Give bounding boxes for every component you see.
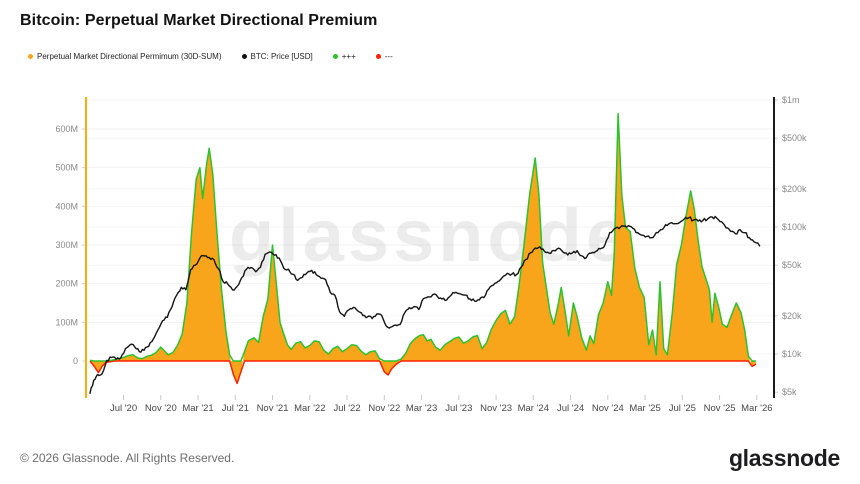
svg-text:$20k: $20k [782,311,802,321]
axes [85,97,775,398]
svg-text:Mar '23: Mar '23 [406,403,437,414]
legend-dot-negative [375,54,381,59]
chart-svg[interactable]: glassnode 0 100M 200M 300M 400M 500M 600M $5k $10… [0,80,860,430]
y-left-axis: 0 100M 200M 300M 400M 500M 600M [55,124,85,366]
svg-text:Nov '21: Nov '21 [257,403,289,414]
svg-text:$10k: $10k [782,349,802,359]
svg-text:500M: 500M [55,163,78,173]
svg-text:400M: 400M [55,201,78,211]
svg-text:Jul '23: Jul '23 [445,403,472,414]
svg-text:600M: 600M [55,124,78,134]
premium-area-series [89,112,757,385]
legend-label-positive: +++ [341,52,356,61]
chart-area[interactable]: glassnode 0 100M 200M 300M 400M 500M 600M $5k $10… [0,80,860,430]
legend-label-premium: Perpetual Market Directional Permimum (3… [37,52,222,61]
svg-text:$500k: $500k [782,133,807,143]
footer: © 2026 Glassnode. All Rights Reserved. g… [0,438,860,478]
svg-text:$200k: $200k [782,184,807,194]
svg-text:$50k: $50k [782,260,802,270]
svg-text:Jul '24: Jul '24 [557,403,584,414]
legend-item-positive[interactable]: +++ [332,52,356,61]
svg-text:$5k: $5k [782,387,797,397]
copyright-text: © 2026 Glassnode. All Rights Reserved. [20,451,235,465]
btc-price-line [89,215,761,394]
legend-item-premium[interactable]: Perpetual Market Directional Permimum (3… [28,52,222,61]
svg-text:Jul '21: Jul '21 [222,403,249,414]
premium-negative-line [89,360,757,385]
legend-item-btc-price[interactable]: BTC: Price [USD] [241,52,313,61]
btc-price-series [89,215,761,394]
svg-text:Nov '22: Nov '22 [368,403,400,414]
legend-dot-premium [28,54,33,59]
svg-text:Nov '23: Nov '23 [480,403,512,414]
watermark: glassnode [229,194,631,277]
svg-text:Mar '24: Mar '24 [518,403,549,414]
page-title: Bitcoin: Perpetual Market Directional Pr… [20,12,378,29]
chart-header: Bitcoin: Perpetual Market Directional Pr… [20,12,377,30]
svg-text:Mar '22: Mar '22 [294,403,325,414]
legend-label-btc-price: BTC: Price [USD] [250,52,313,61]
svg-text:100M: 100M [55,317,78,327]
svg-text:$1m: $1m [782,95,800,105]
legend-dot-positive [332,54,338,59]
svg-text:Nov '25: Nov '25 [704,403,736,414]
svg-text:glassnode: glassnode [229,194,631,277]
svg-text:300M: 300M [55,240,78,250]
svg-text:Mar '26: Mar '26 [741,403,772,414]
legend-label-negative: --- [384,52,393,61]
svg-text:Jul '22: Jul '22 [333,403,360,414]
svg-text:Nov '24: Nov '24 [592,403,624,414]
x-axis: Jul '20 Nov '20 Mar '21 Jul '21 Nov '21 Mar '… [110,395,773,414]
glassnode-logo: glassnode [728,444,840,471]
svg-text:0: 0 [73,356,78,366]
svg-text:$100k: $100k [782,222,807,232]
svg-text:Mar '21: Mar '21 [182,403,213,414]
svg-text:Mar '25: Mar '25 [629,403,660,414]
svg-text:Nov '20: Nov '20 [145,403,177,414]
svg-text:200M: 200M [55,279,78,289]
premium-area [90,113,756,384]
svg-text:Jul '20: Jul '20 [110,403,137,414]
chart-legend: Perpetual Market Directional Permimum (3… [28,52,413,61]
legend-item-negative[interactable]: --- [375,52,393,61]
y-right-axis: $5k $10k $20k $50k $100k $200k $500k $1m [775,95,807,397]
svg-text:Jul '25: Jul '25 [669,403,696,414]
premium-positive-line [89,112,756,362]
legend-dot-btc-price [241,54,247,59]
